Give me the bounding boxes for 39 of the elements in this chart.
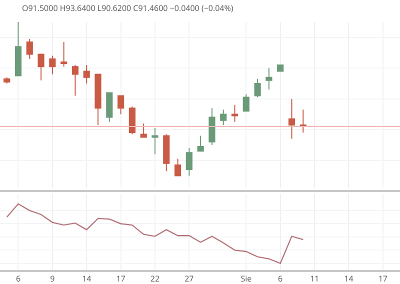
candlestick (152, 128, 158, 155)
x-tick-label: 9 (50, 274, 56, 284)
candlestick (26, 38, 33, 60)
candlestick (60, 41, 68, 68)
x-tick-label: 17 (116, 274, 126, 284)
candlestick (128, 106, 136, 135)
candlestick (254, 78, 261, 98)
x-tick-label: 27 (184, 274, 194, 284)
candlestick (186, 148, 192, 176)
x-tick-label: 14 (82, 274, 92, 284)
candlestick (106, 92, 113, 122)
candlestick (94, 74, 102, 126)
x-tick-label: 6 (278, 274, 284, 284)
x-tick-label: 11 (310, 274, 320, 284)
candlestick (242, 94, 250, 112)
candlestick (197, 135, 204, 152)
candlestick (72, 64, 79, 96)
candlestick (38, 54, 44, 81)
x-tick-label: 14 (344, 274, 354, 284)
candlestick (300, 109, 306, 134)
candlestick (288, 98, 296, 140)
x-tick-label: 6 (16, 274, 21, 284)
candlestick (163, 134, 170, 172)
text: O91.5000 H93.6400 L90.6200 C91.4600 −0.0400 (−0.04%) (22, 3, 234, 14)
candlestick (277, 64, 284, 72)
x-tick-label: 22 (150, 274, 160, 284)
candlestick (208, 108, 216, 146)
x-tick-label: Sie (240, 274, 252, 284)
candlestick (4, 76, 10, 84)
candlestick (266, 68, 272, 90)
candlestick (49, 55, 56, 75)
candlestick (220, 109, 227, 126)
candlestick (140, 122, 147, 138)
x-tick-label: 17 (378, 274, 388, 284)
candlestick (83, 64, 90, 84)
candlestick (231, 104, 238, 122)
candlestick (118, 95, 124, 115)
candlestick (174, 158, 182, 176)
candlestick (14, 22, 22, 76)
